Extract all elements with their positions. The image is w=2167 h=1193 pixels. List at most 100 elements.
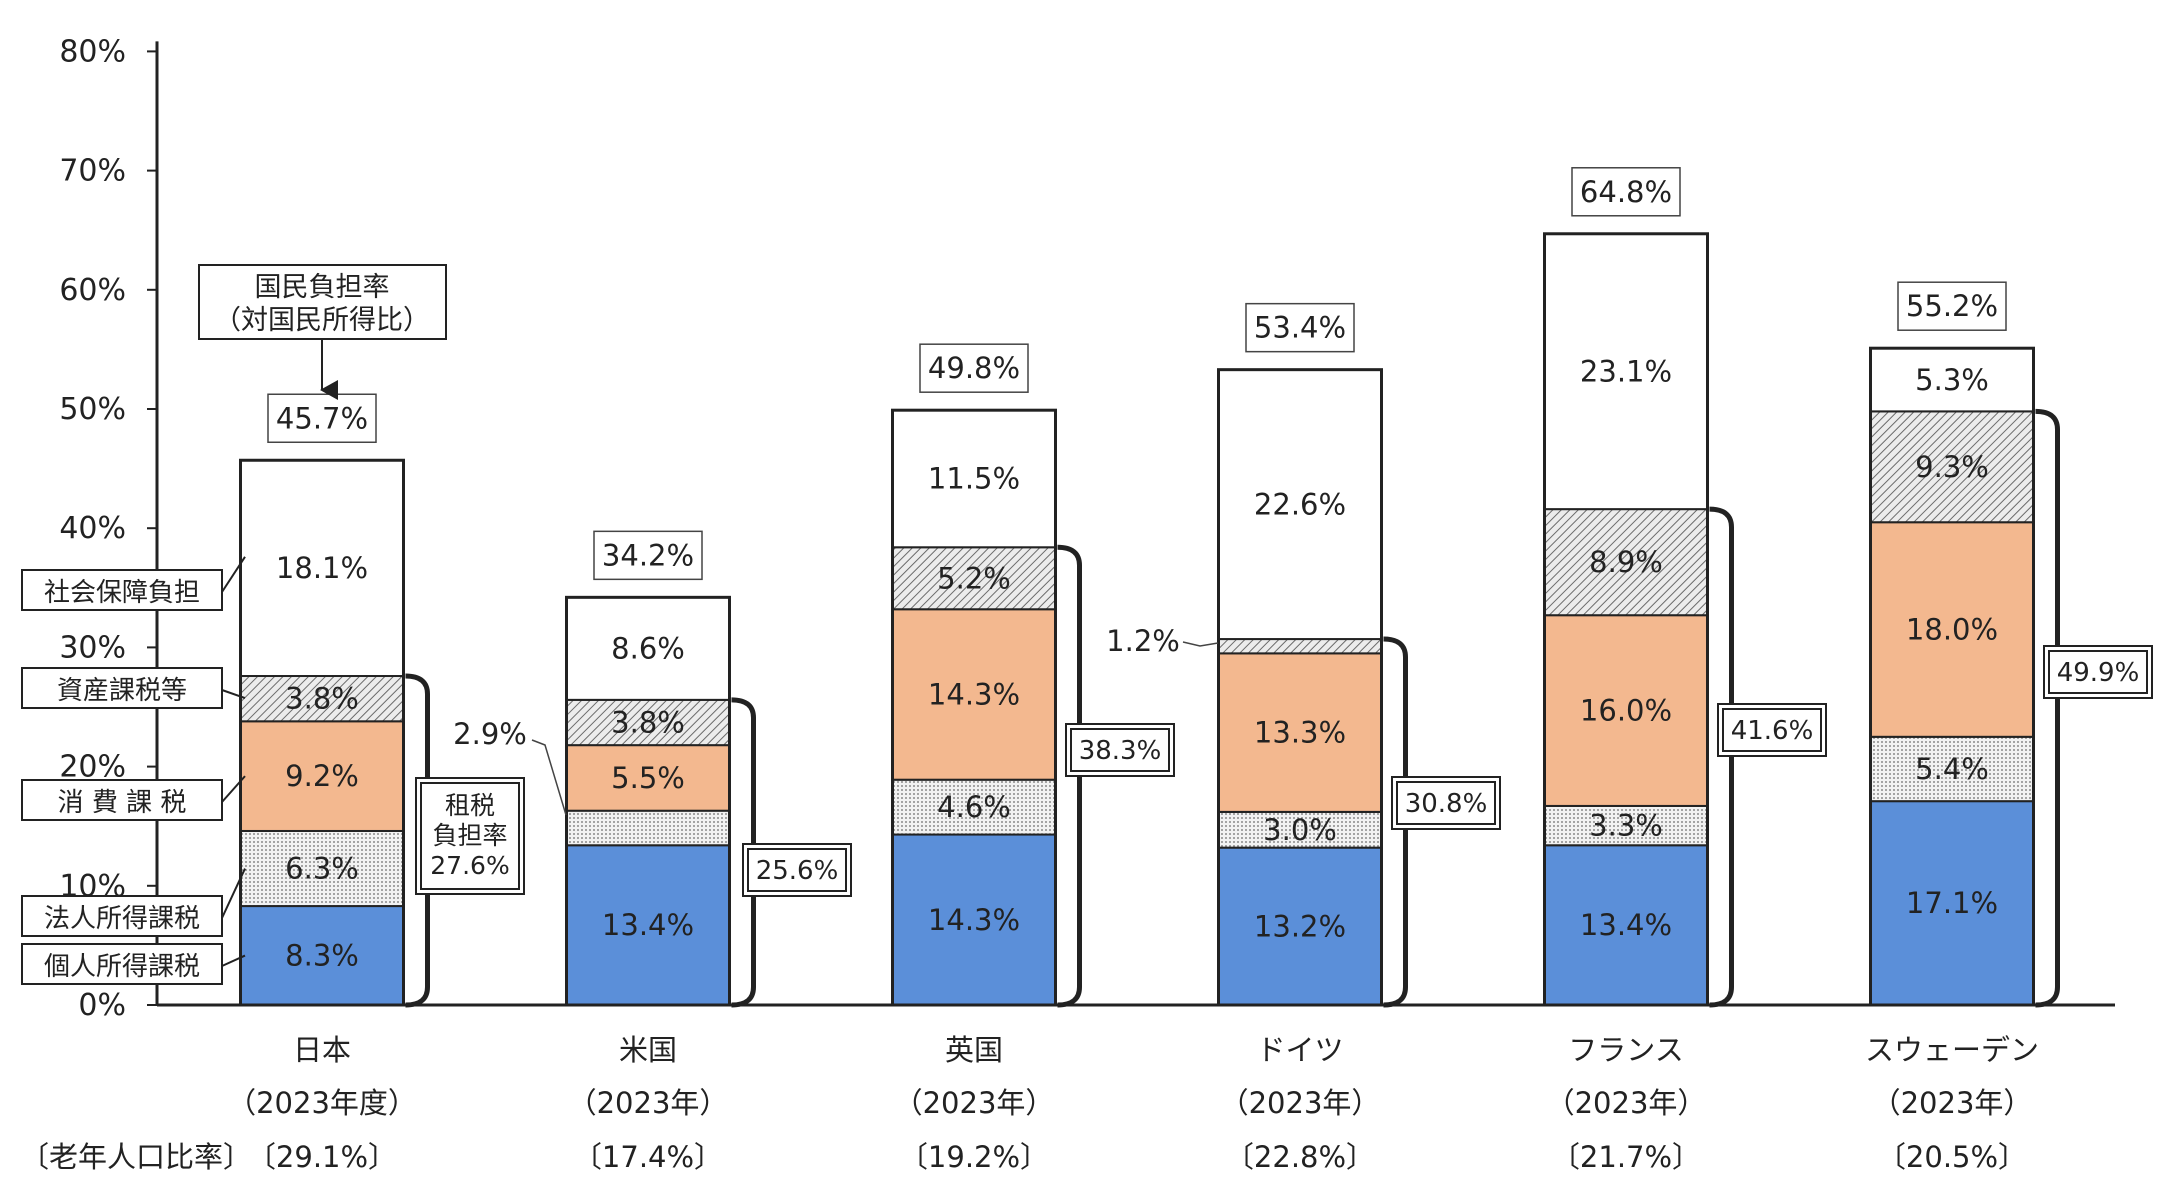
category-year-label: （2023年） <box>1546 1086 1707 1120</box>
national-burden-annotation-box <box>198 264 447 340</box>
tax-burden-brace <box>2035 408 2060 1008</box>
category-year-label: （2023年） <box>1220 1086 1381 1120</box>
segment-label: 13.2% <box>1254 909 1346 943</box>
bar-segment <box>1543 614 1709 807</box>
tax-burden-box-outer <box>1717 703 1827 757</box>
segment-label: 14.3% <box>928 903 1020 937</box>
bar-segment <box>565 596 731 701</box>
legend-leader-line <box>221 556 246 593</box>
callout-leader-line <box>1182 641 1219 647</box>
callout-leader-line <box>531 739 567 816</box>
total-label: 34.2% <box>602 538 694 572</box>
total-label: 64.8% <box>1580 175 1672 209</box>
total-box <box>919 343 1029 393</box>
tax-burden-box-inner <box>420 782 520 890</box>
segment-label: 8.9% <box>1589 545 1663 579</box>
legend-leader-line <box>221 775 246 803</box>
bar-segment <box>1543 232 1709 511</box>
total-box <box>593 530 703 581</box>
tax-burden-box-inner <box>1722 708 1822 752</box>
category-label: 英国 <box>945 1033 1003 1067</box>
aging-rate-label: 〔22.8%〕 <box>1225 1140 1375 1174</box>
legend-box <box>21 667 223 709</box>
tax-burden-box-outer <box>1065 723 1175 777</box>
bar-segment <box>891 608 1057 781</box>
bar-outline <box>1869 346 2035 1007</box>
tax-burden-title-line1: 租税 <box>445 791 495 820</box>
bar-segment <box>1217 652 1383 813</box>
legend-leader-line <box>221 868 246 919</box>
tax-burden-box-inner <box>747 848 847 892</box>
segment-label: 23.1% <box>1580 354 1672 388</box>
legend-box <box>21 779 223 821</box>
national-burden-annotation-line1: 国民負担率 <box>255 272 390 303</box>
segment-label: 9.2% <box>285 759 359 793</box>
legend-label: 資産課税等 <box>57 676 187 706</box>
tax-burden-label: 25.6% <box>756 856 839 886</box>
total-box <box>267 393 377 444</box>
y-tick-label: 70% <box>59 154 126 189</box>
segment-label: 18.1% <box>276 551 368 585</box>
segment-label: 8.6% <box>611 632 685 666</box>
tax-burden-box-inner <box>2048 650 2148 694</box>
legend-box <box>21 895 223 937</box>
category-label: 日本 <box>293 1033 351 1067</box>
tax-burden-box-inner <box>1070 728 1170 772</box>
legend-leader-line <box>221 689 246 700</box>
category-label: ドイツ <box>1256 1033 1343 1067</box>
y-tick-label: 60% <box>59 273 126 308</box>
bar-segment <box>1217 846 1383 1006</box>
aging-rate-label: 〔21.7%〕 <box>1551 1140 1701 1174</box>
segment-label: 11.5% <box>928 462 1020 496</box>
total-label: 45.7% <box>276 401 368 435</box>
bar-segment <box>1869 521 2035 738</box>
bar-segment <box>565 744 731 812</box>
tax-burden-title-line2: 負担率 <box>432 821 507 850</box>
segment-label: 22.6% <box>1254 487 1346 521</box>
germany-asset-tax-callout: 1.2% <box>1106 624 1180 658</box>
y-tick-label: 20% <box>59 750 126 785</box>
segment-label: 9.3% <box>1915 450 1989 484</box>
legend-box <box>21 943 223 985</box>
aging-rate-title: 〔老年人口比率〕 <box>20 1140 252 1174</box>
segment-label: 17.1% <box>1906 886 1998 920</box>
tax-burden-label: 49.9% <box>2057 658 2140 688</box>
segment-label: 4.6% <box>937 790 1011 824</box>
segment-label: 5.3% <box>1915 363 1989 397</box>
y-tick-label: 0% <box>78 988 126 1023</box>
segment-label: 3.8% <box>285 682 359 716</box>
aging-rate-label: 〔20.5%〕 <box>1877 1140 2027 1174</box>
segment-label: 5.5% <box>611 761 685 795</box>
segment-label: 3.3% <box>1589 809 1663 843</box>
tax-burden-box-outer <box>742 843 852 897</box>
legend-label: 社会保障負担 <box>44 578 200 608</box>
category-year-label: （2023年） <box>1872 1086 2033 1120</box>
bar-segment <box>891 409 1057 549</box>
tax-burden-box-outer <box>2043 645 2153 699</box>
category-label: スウェーデン <box>1865 1033 2039 1067</box>
legend-box <box>21 569 223 611</box>
bar-segment <box>1217 638 1383 655</box>
aging-rate-label: 〔17.4%〕 <box>573 1140 723 1174</box>
segment-label: 13.4% <box>602 908 694 942</box>
total-label: 49.8% <box>928 351 1020 385</box>
segment-label: 6.3% <box>285 852 359 886</box>
y-tick-label: 40% <box>59 511 126 546</box>
total-box <box>1245 302 1355 353</box>
bar-outline <box>239 458 405 1007</box>
segment-label: 8.3% <box>285 939 359 973</box>
bar-outline <box>565 595 731 1007</box>
category-label: 米国 <box>619 1033 677 1067</box>
category-year-label: （2023年） <box>568 1086 729 1120</box>
national-burden-annotation-line2: （対国民所得比） <box>214 305 430 336</box>
legend-label: 法人所得課税 <box>44 904 200 934</box>
tax-burden-box-inner <box>1396 781 1496 825</box>
y-tick-label: 50% <box>59 392 126 427</box>
segment-label: 16.0% <box>1580 694 1672 728</box>
category-year-label: （2023年） <box>894 1086 1055 1120</box>
bar-segment <box>1543 844 1709 1006</box>
y-tick-label: 80% <box>59 34 126 69</box>
tax-burden-box-outer <box>415 777 525 895</box>
tax-burden-label: 38.3% <box>1079 736 1162 766</box>
